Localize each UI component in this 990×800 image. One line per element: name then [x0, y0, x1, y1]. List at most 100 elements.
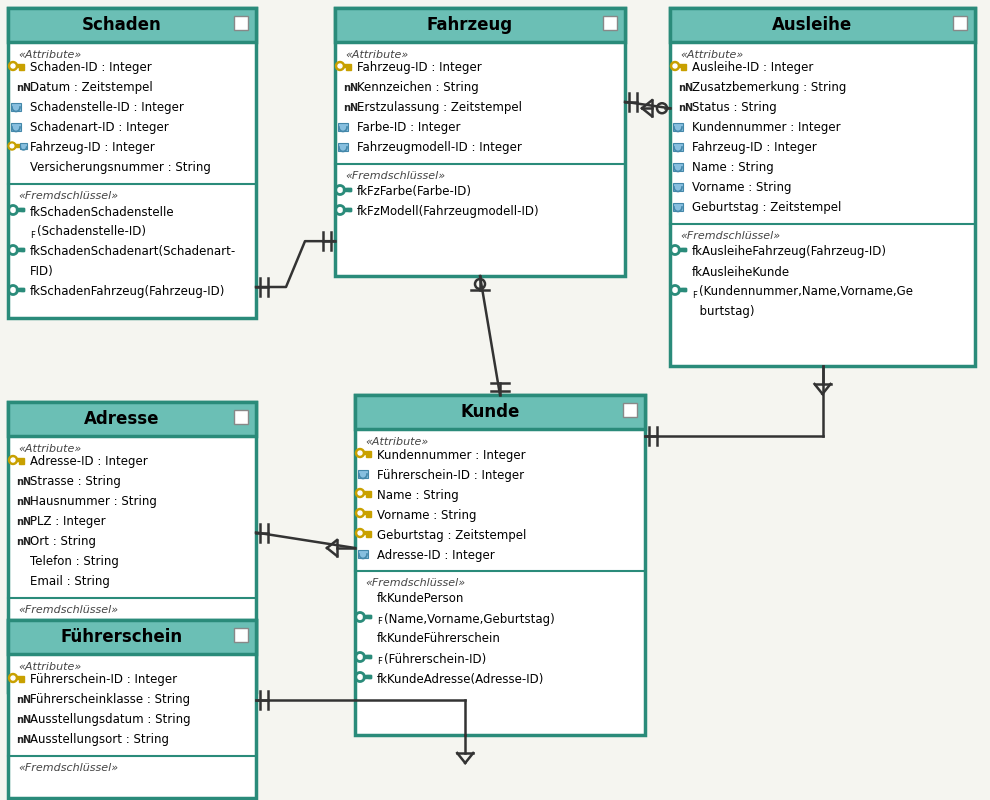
Bar [368, 534, 370, 537]
FancyBboxPatch shape [670, 8, 975, 42]
Bar [680, 248, 682, 250]
Text: Schadenstelle-ID : Integer: Schadenstelle-ID : Integer [30, 102, 184, 114]
Text: nN: nN [16, 517, 31, 527]
Text: fkFzModell(Fahrzeugmodell-ID): fkFzModell(Fahrzeugmodell-ID) [357, 206, 540, 218]
Text: fkKundePerson: fkKundePerson [377, 593, 464, 606]
Text: Schaden: Schaden [82, 16, 162, 34]
Circle shape [336, 62, 345, 70]
Circle shape [355, 509, 364, 518]
Circle shape [358, 451, 362, 455]
Text: Hausnummer : String: Hausnummer : String [30, 495, 156, 509]
Bar [21, 461, 24, 464]
Text: (Schadenstelle-ID): (Schadenstelle-ID) [37, 226, 146, 238]
Text: fkKundeFührerschein: fkKundeFührerschein [377, 633, 501, 646]
Text: nN: nN [16, 715, 31, 725]
Text: nN: nN [343, 83, 358, 93]
FancyBboxPatch shape [8, 8, 256, 318]
Bar [15, 144, 22, 146]
Text: Strasse : String: Strasse : String [30, 475, 121, 489]
Text: nN: nN [16, 695, 31, 705]
Bar [343, 64, 350, 67]
Bar [677, 248, 685, 250]
FancyBboxPatch shape [338, 123, 348, 131]
FancyBboxPatch shape [358, 470, 368, 478]
Bar [368, 675, 370, 678]
Text: nN: nN [16, 497, 31, 507]
FancyBboxPatch shape [673, 123, 683, 131]
Bar [365, 675, 367, 677]
Bar [368, 655, 370, 658]
Text: Fahrzeug: Fahrzeug [427, 16, 513, 34]
Text: Fahrzeugmodell-ID : Integer: Fahrzeugmodell-ID : Integer [357, 142, 522, 154]
Bar [362, 491, 370, 494]
FancyBboxPatch shape [338, 143, 348, 151]
Bar [365, 514, 367, 517]
Bar [365, 494, 367, 497]
Text: «Attribute»: «Attribute» [18, 50, 81, 60]
Bar [16, 64, 24, 67]
Bar [19, 461, 21, 463]
Text: Vorname : String: Vorname : String [692, 182, 791, 194]
Bar [348, 208, 350, 210]
Circle shape [10, 144, 14, 148]
Bar [346, 67, 347, 70]
Bar [362, 655, 370, 658]
Bar [362, 615, 370, 618]
Text: nN: nN [678, 83, 693, 93]
FancyBboxPatch shape [11, 123, 21, 131]
FancyBboxPatch shape [234, 16, 248, 30]
Text: Zusatzbemerkung : String: Zusatzbemerkung : String [692, 82, 846, 94]
Bar [343, 188, 350, 190]
Text: nN: nN [16, 735, 31, 745]
Text: Status : String: Status : String [692, 102, 777, 114]
Bar [346, 188, 347, 190]
Text: «Fremdschlüssel»: «Fremdschlüssel» [18, 605, 118, 615]
Bar [346, 208, 347, 210]
Bar [16, 676, 24, 679]
Text: Name : String: Name : String [692, 162, 774, 174]
Circle shape [8, 142, 16, 150]
Text: Ausstellungsdatum : String: Ausstellungsdatum : String [30, 714, 191, 726]
Text: «Fremdschlüssel»: «Fremdschlüssel» [345, 171, 446, 181]
Text: PLZ : Integer: PLZ : Integer [30, 515, 106, 529]
Text: Name : String: Name : String [377, 489, 458, 502]
Text: Fahrzeug-ID : Integer: Fahrzeug-ID : Integer [357, 62, 482, 74]
Text: fkSchadenSchadenart(Schadenart-: fkSchadenSchadenart(Schadenart- [30, 246, 237, 258]
Text: fkAusleiheFahrzeug(Fahrzeug-ID): fkAusleiheFahrzeug(Fahrzeug-ID) [692, 246, 887, 258]
Bar [365, 655, 367, 657]
Text: Fahrzeug-ID : Integer: Fahrzeug-ID : Integer [30, 142, 154, 154]
Circle shape [9, 674, 18, 682]
FancyBboxPatch shape [673, 143, 683, 151]
FancyBboxPatch shape [8, 8, 256, 42]
FancyBboxPatch shape [623, 403, 637, 417]
Text: Telefon : String: Telefon : String [30, 555, 119, 569]
Bar [368, 514, 370, 517]
Text: «Attribute»: «Attribute» [365, 437, 429, 447]
Bar [368, 454, 370, 457]
Bar [21, 679, 24, 682]
Bar [16, 288, 24, 290]
FancyBboxPatch shape [673, 163, 683, 171]
FancyBboxPatch shape [603, 16, 617, 30]
Bar [348, 188, 350, 190]
Bar [680, 288, 682, 290]
Circle shape [11, 458, 15, 462]
FancyBboxPatch shape [335, 8, 625, 42]
Text: Führerscheinklasse : String: Führerscheinklasse : String [30, 694, 190, 706]
Bar [365, 615, 367, 617]
FancyBboxPatch shape [8, 402, 256, 436]
FancyBboxPatch shape [355, 395, 645, 429]
Bar [677, 288, 685, 290]
Bar [368, 494, 370, 497]
FancyBboxPatch shape [20, 143, 27, 149]
Text: fkSchadenSchadenstelle: fkSchadenSchadenstelle [30, 206, 174, 218]
FancyBboxPatch shape [8, 402, 256, 692]
Text: «Attribute»: «Attribute» [18, 662, 81, 672]
FancyBboxPatch shape [953, 16, 967, 30]
Text: Erstzulassung : Zeitstempel: Erstzulassung : Zeitstempel [357, 102, 522, 114]
Bar [19, 288, 21, 290]
Text: Kunde: Kunde [460, 403, 520, 421]
Bar [16, 208, 24, 210]
Text: «Attribute»: «Attribute» [18, 444, 81, 454]
Bar [368, 615, 370, 618]
